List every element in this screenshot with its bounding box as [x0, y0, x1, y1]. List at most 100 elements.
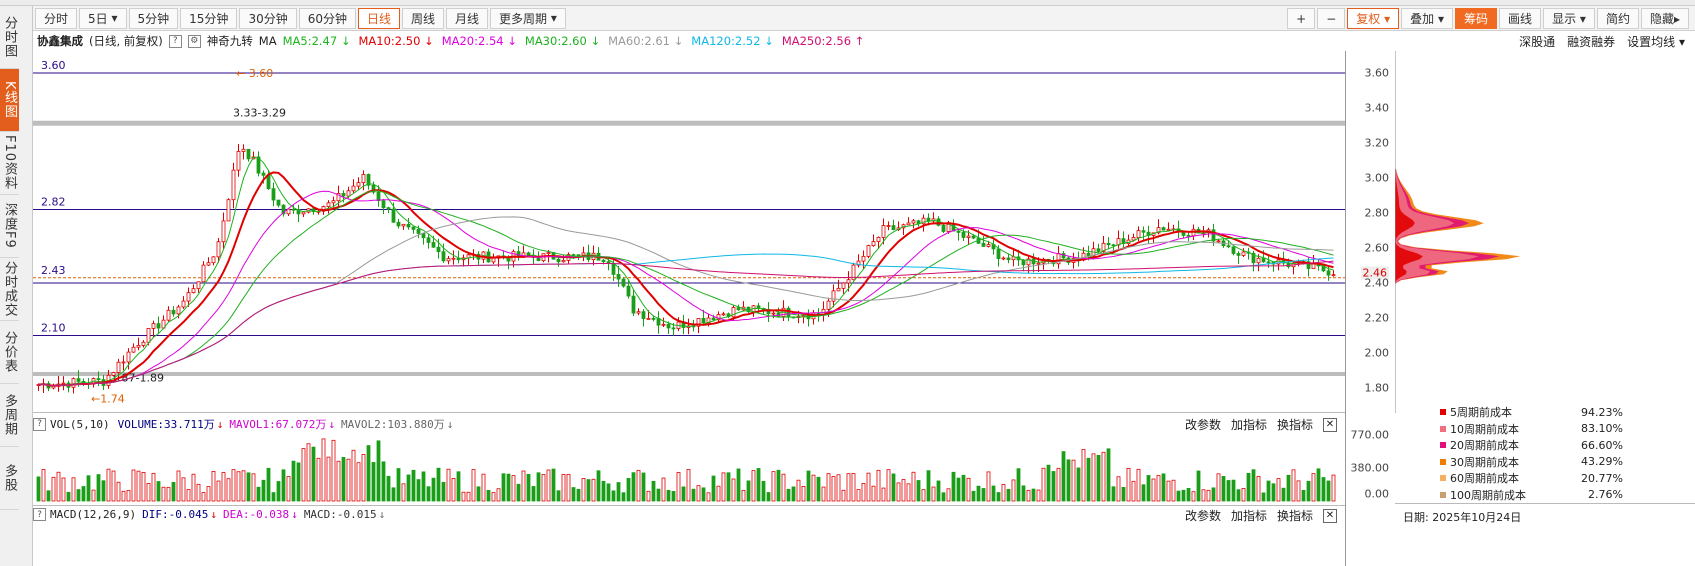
period-15min[interactable]: 15分钟 [180, 7, 238, 29]
vol-add-indicator[interactable]: 加指标 [1230, 418, 1267, 432]
period-daily[interactable]: 日线 [358, 7, 401, 29]
candle-body [956, 230, 961, 233]
volume-bar [1031, 488, 1036, 502]
nav-tab-f10[interactable]: F10资料 [0, 132, 19, 195]
nav-tab-depth-f9[interactable]: 深度F9 [0, 195, 19, 258]
legend-swatch [1440, 475, 1446, 482]
period-30min[interactable]: 30分钟 [239, 7, 297, 29]
volume-bar [856, 489, 861, 502]
candle-body [996, 248, 1001, 260]
volume-bar [961, 474, 966, 502]
chip-legend-row: 20周期前成本 66.60% [1430, 437, 1695, 454]
nav-tab-multi-period[interactable]: 多周期 [0, 384, 19, 447]
volume-bar [596, 470, 601, 502]
candle-body [871, 241, 876, 247]
volume-bar [1316, 468, 1321, 502]
candle-body [841, 282, 846, 289]
volume-bar [471, 469, 476, 502]
nav-tab-tick-trades[interactable]: 分时成交 [0, 258, 19, 321]
ma-value-5: MA120:2.52 ↓ [691, 34, 774, 48]
volume-bar [956, 477, 961, 502]
chip-legend-row: 5周期前成本 94.23% [1430, 404, 1695, 421]
period-monthly[interactable]: 月线 [446, 7, 489, 29]
candle-body [331, 200, 336, 204]
help-icon[interactable]: ? [168, 34, 182, 48]
candle-body [836, 287, 841, 292]
volume-bar [386, 475, 391, 502]
macd-add-indicator[interactable]: 加指标 [1230, 509, 1267, 523]
chips-button[interactable]: 筹码 [1455, 8, 1498, 29]
volume-bar [1146, 475, 1151, 502]
candle-body [571, 254, 576, 256]
macd-axis [1345, 503, 1395, 566]
kline-chart[interactable]: 3.60 2.82 2.10 2.43 3.33-3.29 1.87-1.89 ← 3.60… [33, 51, 1345, 413]
draw-line-button[interactable]: 画线 [1499, 8, 1542, 29]
candle-body [241, 148, 246, 152]
chevron-down-icon: ▾ [1384, 11, 1391, 26]
volume-bar [41, 469, 46, 502]
candle-body [116, 361, 121, 373]
simple-mode-button[interactable]: 简约 [1596, 8, 1639, 29]
candle-body [216, 241, 221, 258]
candle-body [831, 290, 836, 302]
volume-bar [801, 486, 806, 502]
overlay-button[interactable]: 叠加 ▾ [1401, 8, 1454, 29]
settings-icon[interactable]: ⚙ [187, 34, 201, 48]
price-axis-label: 2.80 [1364, 206, 1390, 220]
display-button[interactable]: 显示 ▾ [1543, 8, 1595, 29]
volume-bar [1326, 480, 1331, 502]
volume-chart[interactable] [33, 433, 1345, 503]
candle-body [581, 252, 586, 256]
help-icon[interactable]: ? [33, 417, 46, 431]
candle-body [1306, 261, 1311, 269]
indicator-name[interactable]: 神奇九转 [206, 34, 253, 48]
volume-bar [756, 468, 761, 502]
vol-name: VOL(5,10) [50, 417, 110, 431]
volume-bar [896, 482, 901, 502]
volume-bar [396, 468, 401, 502]
nav-tab-price-table[interactable]: 分价表 [0, 321, 19, 384]
candle-body [1036, 262, 1041, 265]
vol-edit-params[interactable]: 改参数 [1184, 418, 1221, 432]
period-weekly[interactable]: 周线 [402, 7, 445, 29]
volume-bar [771, 471, 776, 502]
candle-body [396, 221, 401, 227]
nav-tab-kline[interactable]: K线图 [0, 69, 19, 132]
vol-switch-indicator[interactable]: 换指标 [1276, 418, 1313, 432]
period-5min[interactable]: 5分钟 [128, 7, 179, 29]
legend-value: 66.60% [1581, 438, 1623, 452]
candle-body [1266, 261, 1271, 264]
ma-line [38, 190, 1334, 387]
volume-bar [1131, 480, 1136, 502]
period-intraday[interactable]: 分时 [35, 7, 78, 29]
candle-body [911, 220, 916, 224]
period-more[interactable]: 更多周期 ▾ [490, 7, 566, 29]
zoom-in-button[interactable]: + [1287, 8, 1316, 29]
zoom-out-button[interactable]: − [1317, 8, 1346, 29]
volume-bar [186, 489, 191, 502]
period-60min[interactable]: 60分钟 [298, 7, 356, 29]
help-icon[interactable]: ? [33, 508, 46, 521]
nav-tab-multi-stock[interactable]: 多股 [0, 447, 19, 510]
volume-bar [1096, 454, 1101, 502]
period-5day[interactable]: 5日 ▾ [79, 7, 127, 29]
margin-trading-link[interactable]: 融资融券 [1567, 34, 1616, 49]
macd-edit-params[interactable]: 改参数 [1184, 509, 1221, 523]
volume-bar [136, 470, 141, 502]
macd-dea: DEA:-0.038 [222, 508, 290, 521]
candle-body [881, 225, 886, 238]
close-icon[interactable]: ✕ [1323, 508, 1337, 523]
ma-settings-link[interactable]: 设置均线 ▾ [1627, 34, 1685, 49]
volume-bar [631, 472, 636, 502]
hide-button[interactable]: 隐藏 ▸ [1640, 8, 1689, 29]
volume-bar [851, 473, 856, 502]
low-label: ←1.74 [91, 393, 125, 406]
nav-tab-intraday[interactable]: 分时图 [0, 6, 19, 69]
hk-connect-link[interactable]: 深股通 [1519, 34, 1556, 49]
close-icon[interactable]: ✕ [1323, 417, 1337, 432]
candle-body [386, 207, 391, 210]
adjust-button[interactable]: 复权 ▾ [1347, 8, 1400, 29]
macd-switch-indicator[interactable]: 换指标 [1276, 509, 1313, 523]
volume-bar [621, 492, 626, 502]
chip-area [1395, 169, 1423, 287]
